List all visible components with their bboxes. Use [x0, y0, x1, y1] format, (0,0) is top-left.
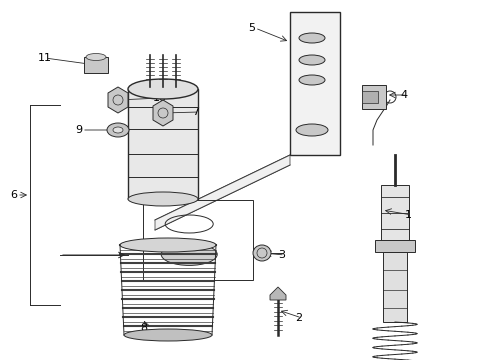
Text: 5: 5 — [248, 23, 255, 33]
Polygon shape — [290, 12, 340, 155]
Ellipse shape — [299, 33, 325, 43]
Polygon shape — [84, 57, 108, 73]
Polygon shape — [108, 87, 128, 113]
Polygon shape — [128, 89, 198, 199]
Ellipse shape — [161, 243, 217, 265]
Polygon shape — [381, 185, 409, 240]
Polygon shape — [383, 252, 407, 322]
Ellipse shape — [299, 75, 325, 85]
Ellipse shape — [124, 329, 212, 341]
Ellipse shape — [128, 79, 198, 99]
Text: 2: 2 — [295, 313, 302, 323]
Ellipse shape — [128, 192, 198, 206]
Ellipse shape — [107, 123, 129, 137]
Polygon shape — [153, 100, 173, 126]
Polygon shape — [155, 155, 290, 230]
Text: 7: 7 — [192, 107, 199, 117]
Ellipse shape — [86, 54, 106, 60]
Text: 8: 8 — [140, 323, 147, 333]
Text: 10: 10 — [153, 93, 167, 103]
Polygon shape — [362, 91, 378, 103]
Ellipse shape — [113, 127, 123, 133]
Text: 3: 3 — [278, 250, 285, 260]
Text: 6: 6 — [10, 190, 17, 200]
Ellipse shape — [296, 124, 328, 136]
Text: 1: 1 — [405, 210, 412, 220]
Ellipse shape — [299, 55, 325, 65]
Ellipse shape — [253, 245, 271, 261]
Text: 4: 4 — [400, 90, 407, 100]
Polygon shape — [375, 240, 415, 252]
Polygon shape — [270, 287, 286, 300]
Text: 9: 9 — [75, 125, 82, 135]
Polygon shape — [362, 85, 386, 109]
Text: 11: 11 — [38, 53, 52, 63]
Ellipse shape — [120, 238, 216, 252]
